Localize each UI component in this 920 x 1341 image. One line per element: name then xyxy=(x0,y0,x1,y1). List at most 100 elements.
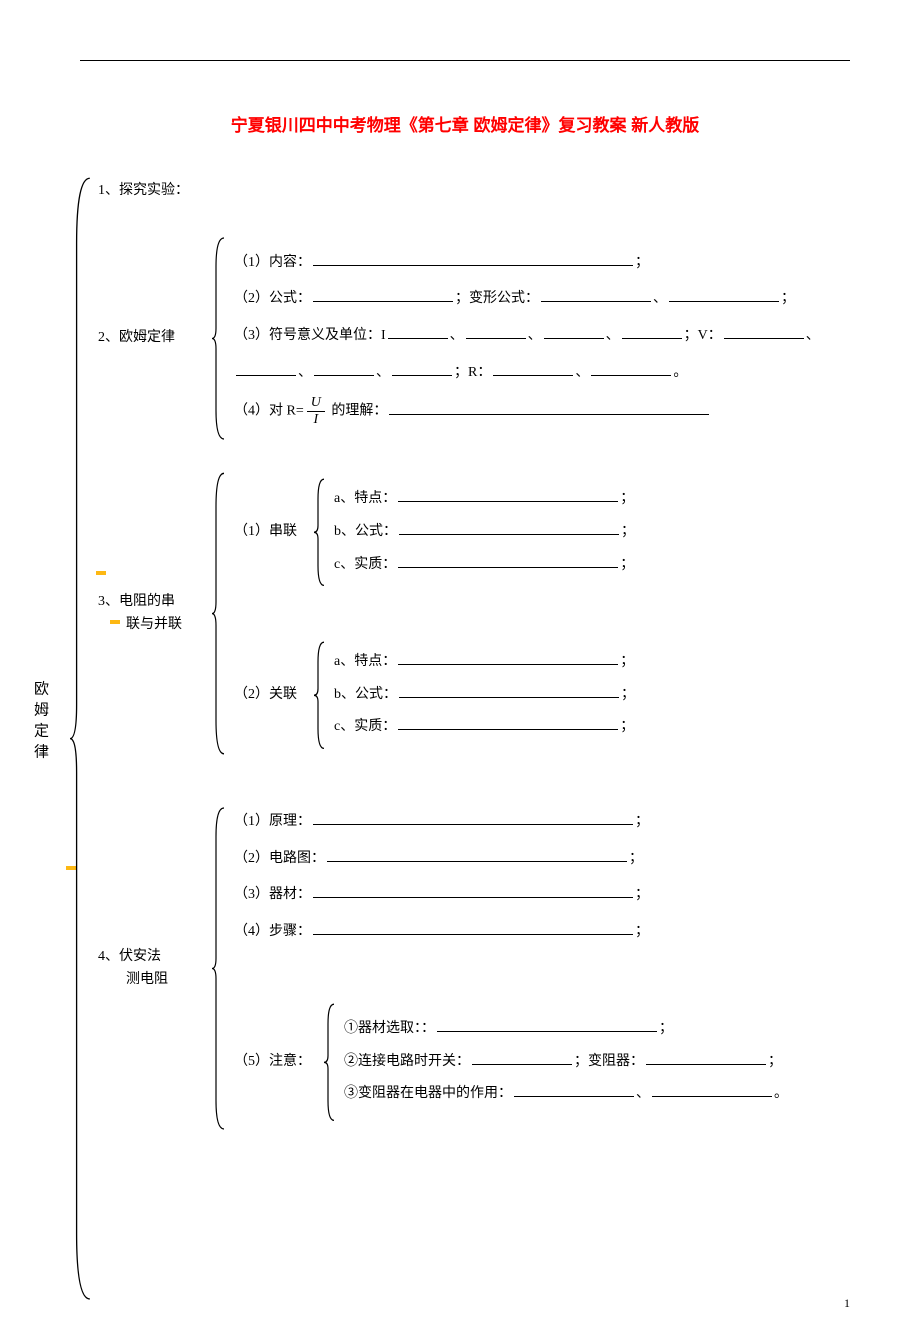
blank xyxy=(437,1017,657,1032)
blank xyxy=(313,883,633,898)
blank xyxy=(388,324,448,339)
blank xyxy=(669,287,779,302)
line: （2）电路图：； xyxy=(234,846,860,873)
text: （1）原理： xyxy=(234,814,311,829)
blank xyxy=(514,1082,634,1097)
s3-sub1: （1）串联 a、特点：； b、公式：； c、实质：； xyxy=(234,477,860,588)
root-brace xyxy=(70,176,92,1301)
blank xyxy=(652,1082,772,1097)
text: ③变阻器在电器中的作用： xyxy=(344,1086,512,1101)
blank xyxy=(398,715,618,730)
s2-line3b: 、、；R：、。 xyxy=(234,360,860,387)
line: a、特点：； xyxy=(334,486,635,513)
top-rule xyxy=(80,60,850,61)
blank xyxy=(327,847,627,862)
section-4-label: 4、伏安法 测电阻 xyxy=(98,946,212,991)
blank xyxy=(236,361,296,376)
sub-label: （1）串联 xyxy=(234,519,314,546)
text: b、公式： xyxy=(334,687,397,702)
blank xyxy=(398,650,618,665)
root-label: 欧姆定律 xyxy=(30,680,51,764)
text: （2）公式： xyxy=(234,291,311,306)
sub-label: （2）关联 xyxy=(234,682,314,709)
page-title: 宁夏银川四中中考物理《第七章 欧姆定律》复习教案 新人教版 xyxy=(70,111,860,136)
blank xyxy=(646,1050,766,1065)
blank xyxy=(389,400,709,415)
line: ②连接电路时开关：；变阻器：； xyxy=(344,1049,788,1076)
text: ；变阻器： xyxy=(574,1054,644,1069)
text: （1）内容： xyxy=(234,255,311,270)
line: （3）器材：； xyxy=(234,882,860,909)
blank xyxy=(466,324,526,339)
blank xyxy=(313,251,633,266)
blank xyxy=(313,287,453,302)
line: （1）原理：； xyxy=(234,809,860,836)
s2-line1: （1）内容：； xyxy=(234,250,860,277)
blank xyxy=(313,920,633,935)
brace-icon xyxy=(212,236,226,441)
section-3-label: 3、电阻的串 联与并联 xyxy=(98,591,212,636)
brace-icon xyxy=(70,176,92,1301)
sub-label: （5）注意： xyxy=(234,1049,324,1076)
text: ②连接电路时开关： xyxy=(344,1054,470,1069)
text: 3、电阻的串 xyxy=(98,594,175,609)
blank xyxy=(591,361,671,376)
section-1: 1、探究实验： xyxy=(98,176,860,206)
text: 的理解： xyxy=(328,404,388,419)
brace-icon xyxy=(212,806,226,1131)
denominator: I xyxy=(307,412,325,427)
line: b、公式：； xyxy=(334,519,635,546)
text: c、实质： xyxy=(334,557,396,572)
text: c、实质： xyxy=(334,719,396,734)
line: （4）步骤：； xyxy=(234,919,860,946)
s3-sub2: （2）关联 a、特点：； b、公式：； c、实质：； xyxy=(234,640,860,751)
line: a、特点：； xyxy=(334,649,635,676)
text: 测电阻 xyxy=(98,969,168,991)
brace-icon xyxy=(314,640,326,751)
blank xyxy=(392,361,452,376)
text: （4）对 R= xyxy=(234,404,304,419)
text: ①器材选取：： xyxy=(344,1021,435,1036)
text: 4、伏安法 xyxy=(98,949,161,964)
text: 联与并联 xyxy=(98,614,182,636)
fraction: UI xyxy=(307,396,325,427)
text: （2）电路图： xyxy=(234,851,325,866)
text: （3）符号意义及单位：I xyxy=(234,328,386,343)
s4-sub5: （5）注意： ①器材选取：：； ②连接电路时开关：；变阻器：； ③变阻器在电器中… xyxy=(234,1002,860,1123)
blank xyxy=(493,361,573,376)
blank xyxy=(724,324,804,339)
text: a、特点： xyxy=(334,654,396,669)
brace-icon xyxy=(212,471,226,756)
s2-line3: （3）符号意义及单位：I、、、；V：、 xyxy=(234,323,860,350)
blank xyxy=(313,810,633,825)
blank xyxy=(398,553,618,568)
blank xyxy=(472,1050,572,1065)
s2-line4: （4）对 R=UI 的理解： xyxy=(234,396,860,427)
text: b、公式： xyxy=(334,524,397,539)
brace-icon xyxy=(324,1002,336,1123)
section-2-label: 2、欧姆定律 xyxy=(98,327,212,349)
line: b、公式：； xyxy=(334,682,635,709)
line: ①器材选取：：； xyxy=(344,1016,788,1043)
section-1-label: 1、探究实验： xyxy=(98,178,860,205)
text: a、特点： xyxy=(334,491,396,506)
page-number: 1 xyxy=(844,1296,850,1311)
outline-root: 欧姆定律 1、探究实验： 2、欧姆定律 xyxy=(70,176,860,1301)
s2-line2: （2）公式：；变形公式：、； xyxy=(234,286,860,313)
text: （3）器材： xyxy=(234,887,311,902)
blank xyxy=(398,487,618,502)
section-2: 2、欧姆定律 （1）内容：； （2）公式：；变形公式：、； （3）符号意义及单位… xyxy=(98,236,860,441)
line: c、实质：； xyxy=(334,552,635,579)
text: （4）步骤： xyxy=(234,924,311,939)
text: ；V： xyxy=(684,328,722,343)
numerator: U xyxy=(307,396,325,412)
blank xyxy=(399,520,619,535)
blank xyxy=(314,361,374,376)
blank xyxy=(399,683,619,698)
text: ；变形公式： xyxy=(455,291,539,306)
section-4: 4、伏安法 测电阻 （1）原理：； （2）电路图：； （3）器材：； （4）步骤… xyxy=(98,806,860,1131)
brace-icon xyxy=(314,477,326,588)
section-3: 3、电阻的串 联与并联 （1）串联 xyxy=(98,471,860,756)
line: c、实质：； xyxy=(334,714,635,741)
blank xyxy=(544,324,604,339)
